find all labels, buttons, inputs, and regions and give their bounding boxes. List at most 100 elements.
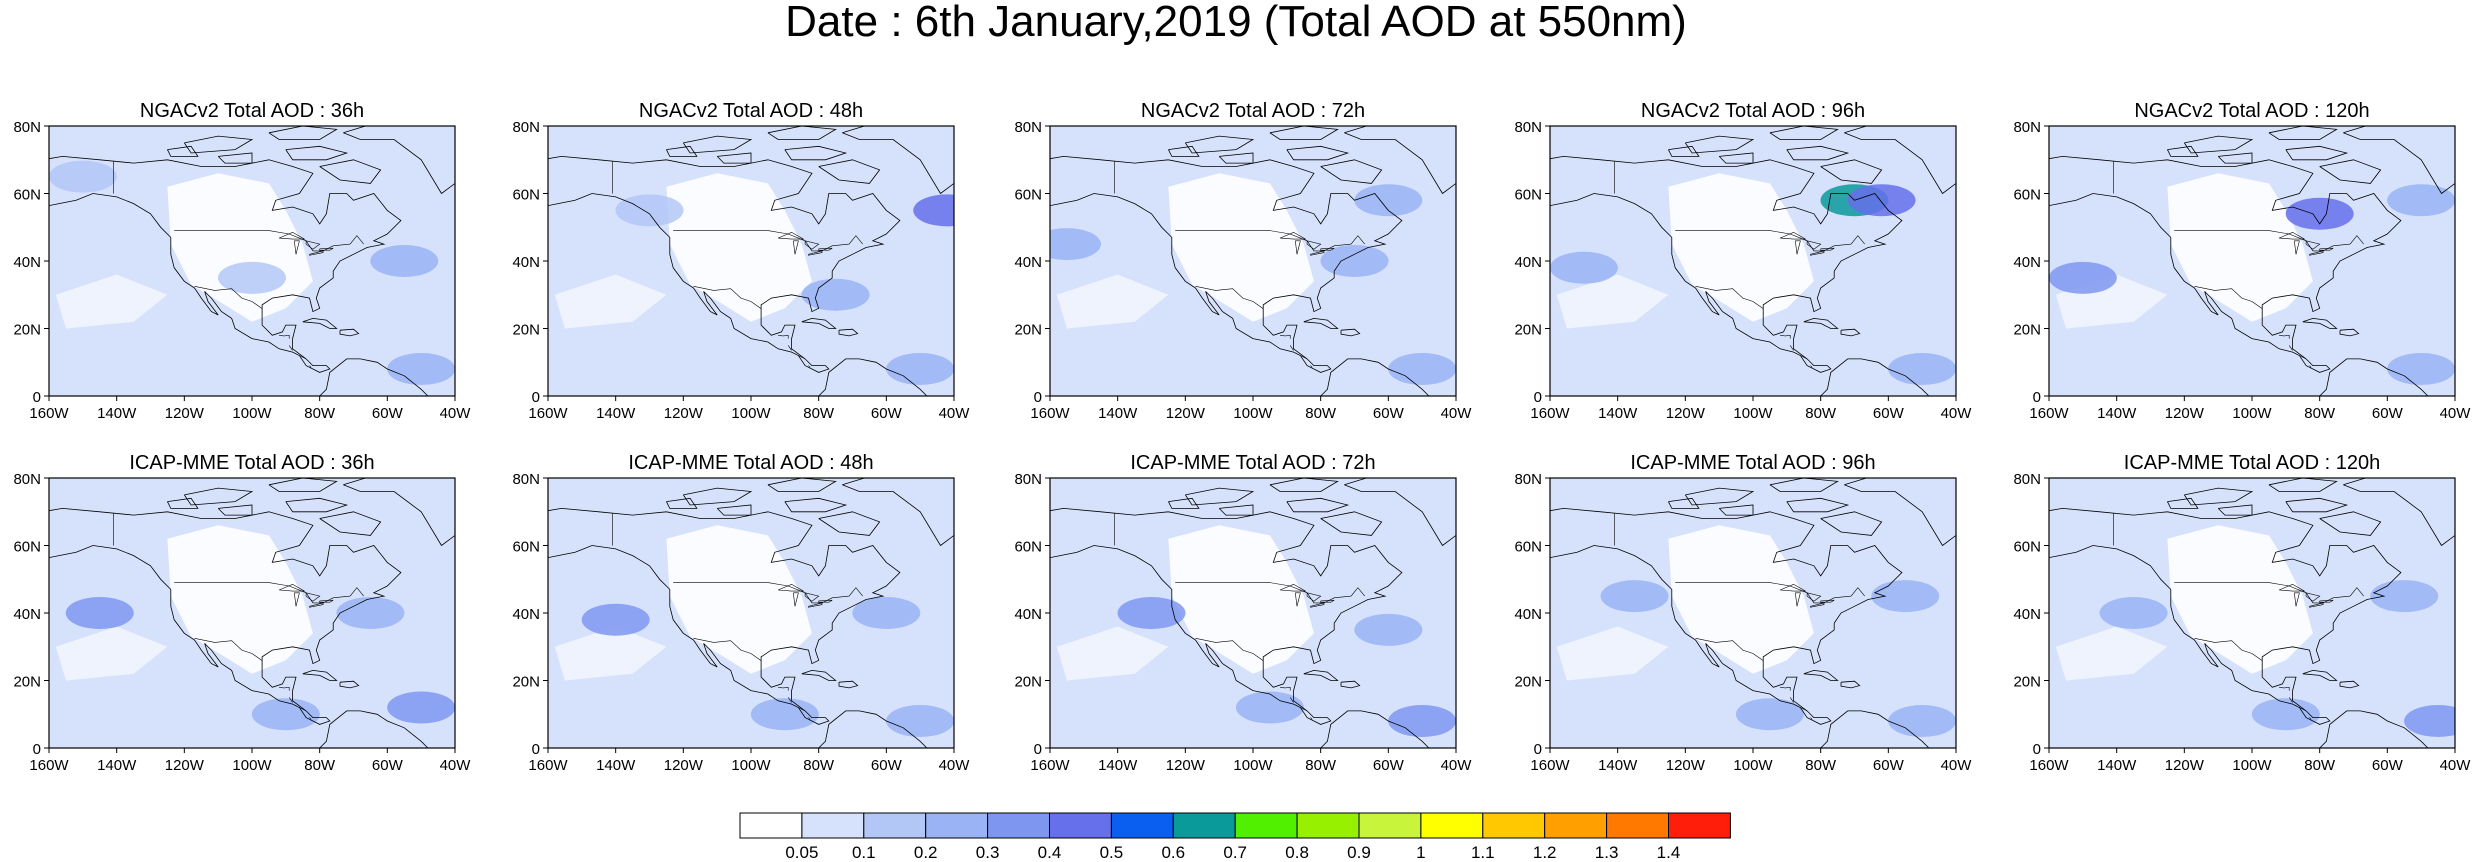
country-border (2279, 686, 2290, 691)
lat-tick-label: 40N (1014, 606, 1042, 623)
coastline (285, 145, 349, 161)
lon-tick-label: 140W (97, 405, 137, 422)
panel-title: NGACv2 Total AOD : 36h (140, 100, 364, 122)
aod-plume (387, 691, 455, 724)
country-border (808, 365, 811, 368)
coastline (1168, 497, 1200, 509)
lon-tick-label: 160W (29, 405, 69, 422)
coastline (784, 145, 848, 161)
coastline (49, 507, 402, 725)
coastline (2217, 504, 2253, 516)
coastline (268, 478, 338, 492)
lake-outline (1806, 592, 1822, 602)
country-border (2288, 345, 2293, 351)
coastline (818, 358, 928, 396)
aod-clean-area (1556, 274, 1669, 329)
colorbar-swatch (1544, 812, 1608, 839)
colorbar-swatch (987, 812, 1050, 839)
colorbar-swatch (1234, 812, 1298, 839)
lon-tick-label: 160W (528, 405, 568, 422)
lat-tick-label: 0 (532, 741, 540, 758)
aod-plume (1354, 184, 1423, 217)
lon-tick-label: 40W (440, 757, 472, 774)
lake-outline (1810, 602, 1825, 608)
colorbar-label: 0.3 (976, 843, 1000, 862)
lake-outline (2294, 240, 2300, 255)
colorbar-swatch (1482, 812, 1546, 839)
country-border (1695, 638, 1764, 661)
map-panel: NGACv2 Total AOD : 48h 0 20N 40N 60N 80N 160W 1… (512, 100, 970, 422)
aod-clean-area (1168, 525, 1314, 674)
lon-tick-label: 40W (1441, 405, 1473, 422)
lon-tick-label: 120W (664, 757, 704, 774)
lat-tick-label: 20N (512, 322, 540, 339)
aod-plume (750, 698, 819, 731)
coastline (2339, 680, 2360, 689)
lon-tick-label: 140W (596, 757, 636, 774)
lon-tick-label: 40W (1941, 405, 1973, 422)
lat-tick-label: 0 (1534, 389, 1542, 406)
country-border (279, 334, 290, 339)
lake-outline (2305, 240, 2321, 250)
country-border (798, 355, 806, 360)
country-border (2299, 355, 2307, 360)
lake-outline (2278, 231, 2306, 240)
lake-outline (1795, 240, 1801, 255)
lon-tick-label: 160W (2029, 757, 2069, 774)
lon-tick-label: 100W (232, 757, 272, 774)
coastline (2167, 497, 2199, 509)
coastline (716, 504, 752, 516)
lon-tick-label: 80W (1805, 757, 1837, 774)
colorbar-label: 0.1 (852, 843, 876, 862)
coastline (1320, 511, 1383, 536)
lake-outline (1806, 240, 1822, 250)
coastline (1303, 317, 1339, 329)
lat-tick-label: 80N (2013, 119, 2041, 136)
lake-outline (309, 250, 324, 256)
lon-tick-label: 60W (1873, 757, 1905, 774)
coastline (1320, 710, 1430, 748)
lon-tick-label: 100W (1233, 405, 1273, 422)
coastline (2302, 317, 2338, 329)
panel-title: ICAP-MME Total AOD : 96h (1630, 452, 1875, 474)
lon-tick-label: 120W (1666, 405, 1706, 422)
aod-plume (1354, 613, 1423, 646)
coastline (767, 126, 837, 140)
aod-plume (2370, 580, 2439, 613)
lon-tick-label: 160W (2029, 405, 2069, 422)
country-border (1789, 345, 1794, 351)
coastline (1820, 358, 1930, 396)
aod-plume (2404, 705, 2455, 737)
lat-tick-label: 0 (33, 741, 41, 758)
lon-tick-label: 40W (2440, 757, 2472, 774)
lake-outline (808, 250, 823, 256)
coastline (2183, 135, 2254, 154)
coastline (1684, 487, 1755, 506)
coastline (268, 126, 338, 140)
country-border (1289, 345, 1294, 351)
lake-outline (1279, 583, 1307, 592)
colorbar-label: 0.05 (785, 843, 818, 862)
lat-tick-label: 20N (13, 322, 41, 339)
aod-clean-area (1056, 626, 1169, 681)
coastline (682, 135, 753, 154)
lon-tick-label: 120W (165, 405, 205, 422)
colorbar-swatch (1606, 812, 1669, 839)
lake-outline (777, 583, 805, 592)
lon-tick-label: 80W (803, 757, 835, 774)
coastline (1769, 126, 1839, 140)
aod-clean-area (554, 626, 667, 681)
country-border (1280, 686, 1291, 691)
country-border (693, 286, 762, 309)
lat-tick-label: 40N (1514, 254, 1542, 271)
aod-plume (886, 705, 954, 737)
lake-outline (1306, 240, 1322, 250)
coastline (1340, 680, 1361, 689)
coastline (2167, 145, 2199, 157)
coastline (1218, 152, 1254, 164)
lon-tick-label: 40W (440, 405, 472, 422)
aod-clean-area (55, 626, 168, 681)
lat-tick-label: 60N (1514, 187, 1542, 204)
lon-tick-label: 100W (2232, 405, 2272, 422)
aod-clean-area (1056, 274, 1169, 329)
